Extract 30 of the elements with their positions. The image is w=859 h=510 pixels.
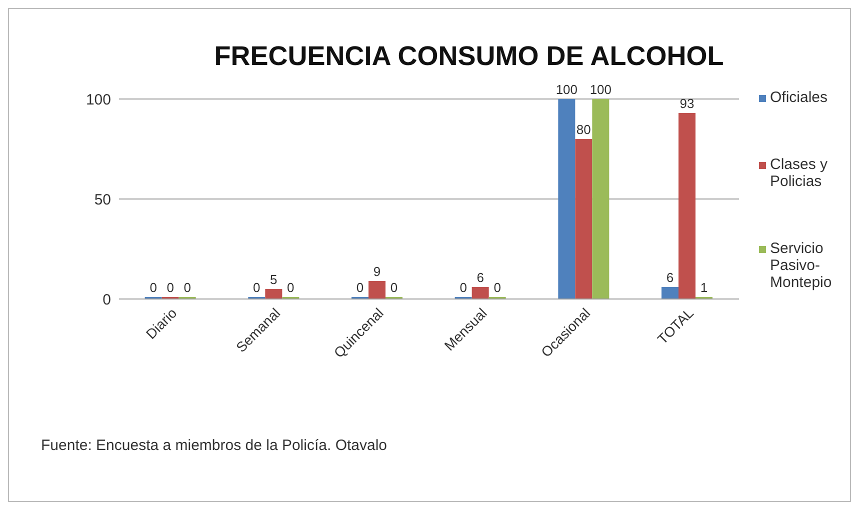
data-label: 0 [150, 280, 157, 295]
data-label: 0 [184, 280, 191, 295]
legend-label: Oficiales [770, 89, 829, 106]
data-label: 80 [576, 122, 591, 137]
source-note: Fuente: Encuesta a miembros de la Policía. Otavalo [41, 437, 388, 454]
data-label: 100 [556, 82, 578, 97]
data-label: 0 [460, 280, 467, 295]
data-label: 100 [590, 82, 612, 97]
y-tick-label: 0 [102, 291, 111, 308]
y-tick-label: 50 [94, 191, 111, 208]
bar [592, 99, 610, 299]
data-label: 0 [494, 280, 501, 295]
data-label: 6 [666, 270, 674, 285]
data-label: 93 [680, 96, 694, 111]
data-label: 9 [373, 264, 381, 279]
data-label: 5 [270, 272, 278, 287]
legend-label: Clases y Policias [770, 156, 829, 190]
bar [678, 113, 696, 299]
data-label: 0 [253, 280, 260, 295]
data-label: 0 [287, 280, 294, 295]
bar [558, 99, 576, 299]
y-tick-label: 100 [86, 91, 111, 108]
data-label: 0 [390, 280, 398, 295]
legend-label: Servicio Pasivo-Montepio [770, 240, 833, 291]
data-label: 6 [476, 270, 484, 285]
chart-title: FRECUENCIA CONSUMO DE ALCOHOL [213, 41, 725, 72]
data-label: 1 [700, 280, 708, 295]
data-label: 0 [356, 280, 364, 295]
data-label: 0 [166, 280, 174, 295]
bar [575, 139, 592, 299]
